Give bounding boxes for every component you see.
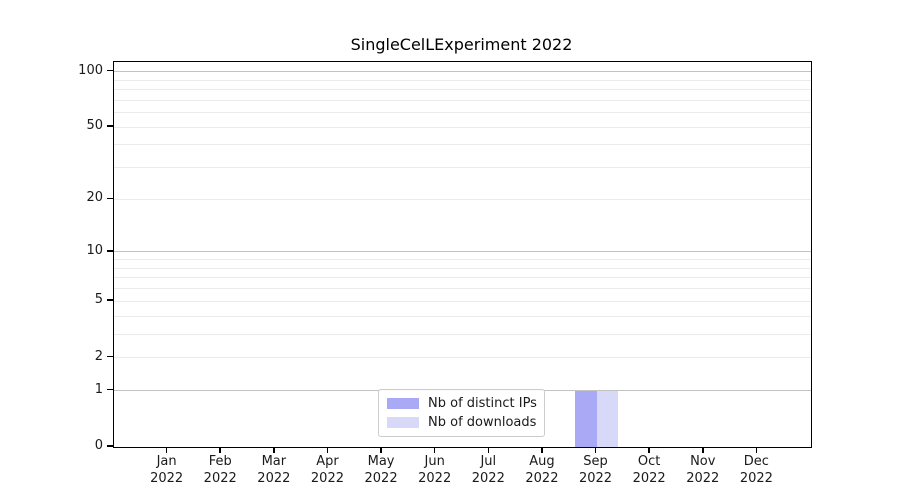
gridline-minor: [114, 315, 811, 317]
legend-label-distinct-ips: Nb of distinct IPs: [428, 396, 537, 412]
x-tick-label-year: 2022: [525, 471, 559, 486]
bar-distinct-ips: [575, 390, 597, 447]
legend-swatch-downloads: [387, 416, 419, 428]
x-tick-label-month: Apr: [316, 454, 339, 469]
gridline-minor: [114, 277, 811, 279]
gridline-major: [114, 251, 811, 253]
legend-swatch-distinct-ips: [387, 398, 419, 410]
y-tick-label: 0: [94, 438, 103, 453]
x-tick-label: Mar 2022: [242, 453, 306, 487]
x-tick-label-month: May: [367, 454, 395, 469]
x-tick-label-month: Aug: [529, 454, 555, 469]
x-tick-label-year: 2022: [471, 471, 505, 486]
x-tick: [487, 447, 490, 453]
x-tick: [380, 447, 382, 453]
y-tick: [107, 197, 113, 200]
x-tick-label-month: Oct: [637, 454, 661, 469]
gridline-major: [114, 71, 811, 73]
x-tick: [755, 447, 758, 453]
y-tick-label: 20: [86, 190, 103, 206]
gridline-minor: [114, 126, 811, 128]
gridline-minor: [114, 112, 811, 114]
x-tick-label: Nov 2022: [671, 453, 735, 487]
y-tick-label: 1: [94, 381, 103, 397]
y-tick: [107, 388, 113, 391]
y-tick-label: 2: [94, 348, 103, 364]
x-tick-label-year: 2022: [578, 471, 613, 486]
x-tick-label-year: 2022: [150, 471, 184, 486]
gridline-minor: [114, 89, 811, 91]
legend-label-downloads: Nb of downloads: [428, 414, 537, 430]
x-tick: [219, 447, 222, 453]
x-tick-label-month: Sep: [583, 454, 608, 469]
x-tick-label-month: Jun: [424, 454, 445, 469]
x-tick-label: Apr 2022: [295, 453, 359, 487]
x-tick-label-year: 2022: [686, 471, 720, 486]
x-tick-label-year: 2022: [632, 471, 666, 486]
x-tick-label-month: Jul: [480, 454, 497, 469]
x-tick-label: Feb 2022: [188, 453, 252, 487]
x-tick-label: Jul 2022: [456, 453, 520, 487]
y-tick-label: 50: [86, 118, 103, 134]
x-tick: [541, 447, 543, 453]
x-tick-label: Jan 2022: [135, 453, 199, 487]
x-tick-label: Aug 2022: [510, 453, 574, 487]
chart-title: SingleCelLExperiment 2022: [350, 35, 573, 54]
x-tick: [701, 447, 704, 453]
gridline-minor: [114, 259, 811, 261]
gridline-minor: [114, 333, 811, 335]
x-tick: [594, 447, 597, 453]
y-tick: [107, 69, 113, 72]
x-tick-label: May 2022: [349, 453, 413, 487]
gridline-minor: [114, 144, 811, 146]
x-tick-label-month: Feb: [208, 454, 232, 469]
x-tick-label: Sep 2022: [564, 453, 628, 487]
legend: Nb of distinct IPs Nb of downloads: [378, 389, 545, 437]
gridline-minor: [114, 357, 811, 359]
y-tick-label: 10: [86, 242, 103, 258]
x-tick-label-year: 2022: [310, 471, 344, 486]
x-tick-label-year: 2022: [739, 471, 773, 486]
gridline-minor: [114, 288, 811, 290]
plot-area: [113, 61, 812, 448]
gridline-minor: [114, 99, 811, 101]
x-tick-label: Dec 2022: [724, 453, 788, 487]
x-tick-label-month: Jan: [156, 454, 177, 469]
y-tick: [107, 355, 113, 358]
x-tick-label-month: Nov: [690, 454, 716, 469]
x-tick-label-year: 2022: [203, 471, 237, 486]
x-tick-label-year: 2022: [364, 471, 398, 486]
gridline-minor: [114, 300, 811, 302]
x-tick: [165, 447, 168, 453]
x-tick: [273, 447, 275, 453]
x-tick-label-month: Dec: [743, 454, 769, 469]
gridline-minor: [114, 167, 811, 169]
legend-item-downloads: Nb of downloads: [387, 415, 536, 430]
y-tick-label: 5: [94, 292, 103, 308]
x-tick: [648, 447, 650, 453]
bar-downloads: [596, 390, 618, 447]
x-tick-label-month: Mar: [261, 454, 287, 469]
x-tick: [326, 447, 329, 453]
y-tick: [107, 125, 113, 127]
gridline-minor: [114, 198, 811, 200]
x-tick-label-year: 2022: [418, 471, 452, 486]
x-tick-label-year: 2022: [257, 471, 291, 486]
x-tick-label: Oct 2022: [617, 453, 681, 487]
gridline-minor: [114, 267, 811, 269]
y-tick: [107, 299, 113, 302]
y-tick: [107, 250, 113, 252]
y-tick: [107, 445, 113, 447]
gridline-minor: [114, 79, 811, 81]
x-tick: [433, 447, 436, 453]
legend-item-distinct-ips: Nb of distinct IPs: [387, 396, 537, 412]
x-tick-label: Jun 2022: [403, 453, 467, 487]
y-tick-label: 100: [78, 62, 103, 78]
